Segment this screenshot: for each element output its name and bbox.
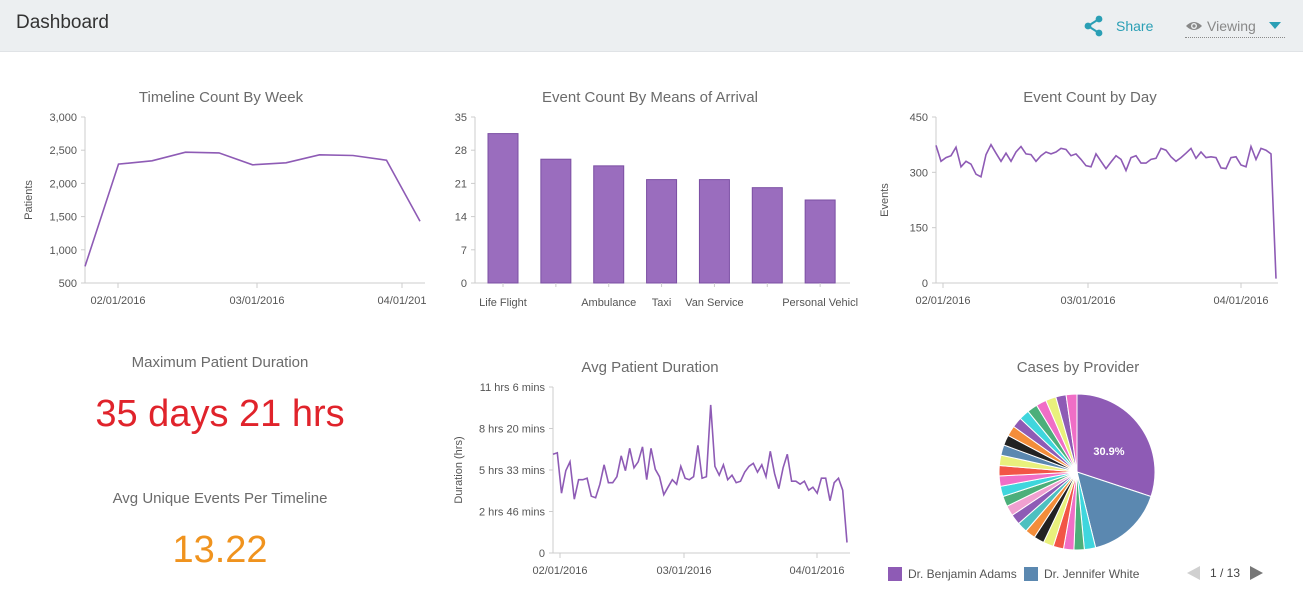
x-tick-label: 04/01/2016 bbox=[1213, 295, 1268, 307]
legend-swatch bbox=[1024, 567, 1038, 581]
viewing-label: Viewing bbox=[1207, 17, 1256, 34]
x-tick-label: 04/01/201 bbox=[378, 295, 427, 307]
chart-title-duration: Avg Patient Duration bbox=[581, 359, 719, 376]
x-tick-label: 03/01/2016 bbox=[1060, 295, 1115, 307]
dashboard-header: Dashboard Share Viewing bbox=[0, 0, 1303, 52]
share-icon bbox=[1084, 15, 1103, 37]
eye-icon bbox=[1186, 21, 1202, 30]
x-tick-label: 02/01/2016 bbox=[90, 295, 145, 307]
pie-slice bbox=[1065, 393, 1078, 473]
x-tick-label: 03/01/2016 bbox=[229, 295, 284, 307]
pager-text: 1 / 13 bbox=[1210, 566, 1241, 580]
event-count-by-day-chart: 450 300 150 0 02/01/2016 03/01/2016 04/01/2016… bbox=[879, 112, 1278, 307]
y-axis-label: Duration (hrs) bbox=[453, 436, 465, 503]
y-tick-label: 11 hrs 6 mins bbox=[480, 382, 546, 394]
bar bbox=[593, 165, 625, 284]
legend-swatch bbox=[888, 567, 902, 581]
y-tick-label: 35 bbox=[455, 112, 467, 124]
y-tick-label: 2,500 bbox=[49, 145, 77, 157]
bar bbox=[646, 179, 678, 284]
y-axis-label: Events bbox=[879, 183, 891, 217]
y-axis-label: Patients bbox=[23, 180, 35, 220]
y-tick-label: 5 hrs 33 mins bbox=[479, 465, 546, 477]
avg-patient-duration-chart: 11 hrs 6 mins 8 hrs 20 mins 5 hrs 33 mins 2… bbox=[453, 382, 850, 577]
page-title: Dashboard bbox=[16, 12, 109, 33]
series-line bbox=[552, 404, 848, 543]
next-page-icon[interactable] bbox=[1248, 566, 1264, 580]
share-button[interactable]: Share bbox=[1084, 14, 1153, 38]
legend-label: Dr. Jennifer White bbox=[1044, 567, 1140, 581]
x-tick-label: 02/01/2016 bbox=[915, 295, 970, 307]
legend-item-jennifer-white[interactable]: Dr. Jennifer White bbox=[1024, 567, 1139, 581]
y-tick-label: 7 bbox=[461, 245, 467, 257]
chart-title-arrival: Event Count By Means of Arrival bbox=[542, 89, 758, 106]
y-tick-label: 0 bbox=[539, 548, 545, 560]
y-tick-label: 1,500 bbox=[49, 212, 77, 224]
y-tick-label: 1,000 bbox=[49, 245, 77, 257]
y-tick-label: 450 bbox=[910, 112, 928, 124]
x-tick-label: 02/01/2016 bbox=[532, 565, 587, 577]
chart-title-provider: Cases by Provider bbox=[1016, 359, 1140, 376]
pie-slice-label: 30.9% bbox=[1093, 446, 1124, 458]
y-tick-label: 3,000 bbox=[49, 112, 77, 124]
y-tick-label: 14 bbox=[455, 212, 467, 224]
chart-title-week: Timeline Count By Week bbox=[138, 89, 304, 106]
bar bbox=[540, 158, 572, 284]
cases-by-provider-pie: 30.9% bbox=[998, 393, 1156, 551]
series-line bbox=[935, 143, 1277, 279]
x-tick-label: 04/01/2016 bbox=[789, 565, 844, 577]
prev-page-icon[interactable] bbox=[1186, 566, 1202, 580]
x-tick-label: Life Flight bbox=[479, 297, 527, 309]
y-tick-label: 500 bbox=[59, 278, 77, 290]
legend-item-benjamin-adams[interactable]: Dr. Benjamin Adams bbox=[888, 567, 1017, 581]
x-tick-label: 03/01/2016 bbox=[656, 565, 711, 577]
max-duration-value: 35 days 21 hrs bbox=[95, 393, 345, 435]
chart-title-day: Event Count by Day bbox=[1023, 89, 1157, 106]
x-tick-label: Personal Vehicl bbox=[782, 297, 858, 309]
x-tick-label: Taxi bbox=[652, 297, 672, 309]
y-tick-label: 8 hrs 20 mins bbox=[479, 424, 546, 436]
x-tick-label: Ambulance bbox=[581, 297, 636, 309]
y-tick-label: 28 bbox=[455, 145, 467, 157]
share-label: Share bbox=[1116, 18, 1154, 34]
viewing-dropdown[interactable]: Viewing bbox=[1185, 14, 1285, 38]
bar bbox=[487, 133, 519, 284]
pie-slice bbox=[1076, 471, 1152, 549]
max-duration-title: Maximum Patient Duration bbox=[131, 354, 309, 371]
y-tick-label: 21 bbox=[455, 178, 467, 190]
bar bbox=[698, 179, 730, 284]
bar bbox=[804, 199, 836, 284]
y-tick-label: 0 bbox=[461, 278, 467, 290]
avg-events-title: Avg Unique Events Per Timeline bbox=[112, 490, 328, 507]
legend-pager: 1 / 13 bbox=[1186, 566, 1264, 580]
series-line bbox=[84, 151, 421, 267]
event-count-by-arrival-chart: 35 28 21 14 7 0 Life Flight Ambulance Taxi Van Se… bbox=[455, 112, 858, 309]
y-tick-label: 0 bbox=[922, 278, 928, 290]
y-tick-label: 2,000 bbox=[49, 178, 77, 190]
pie-slice bbox=[1076, 393, 1156, 498]
bar bbox=[751, 187, 783, 284]
avg-events-value: 13.22 bbox=[172, 529, 268, 571]
y-tick-label: 150 bbox=[910, 223, 928, 235]
timeline-count-by-week-chart: 3,000 2,500 2,000 1,500 1,000 500 02/01/2016 03… bbox=[23, 112, 427, 307]
y-tick-label: 2 hrs 46 mins bbox=[479, 507, 546, 519]
legend-label: Dr. Benjamin Adams bbox=[908, 567, 1017, 581]
caret-down-icon bbox=[1269, 22, 1281, 29]
y-tick-label: 300 bbox=[910, 167, 928, 179]
x-tick-label: Van Service bbox=[685, 297, 744, 309]
